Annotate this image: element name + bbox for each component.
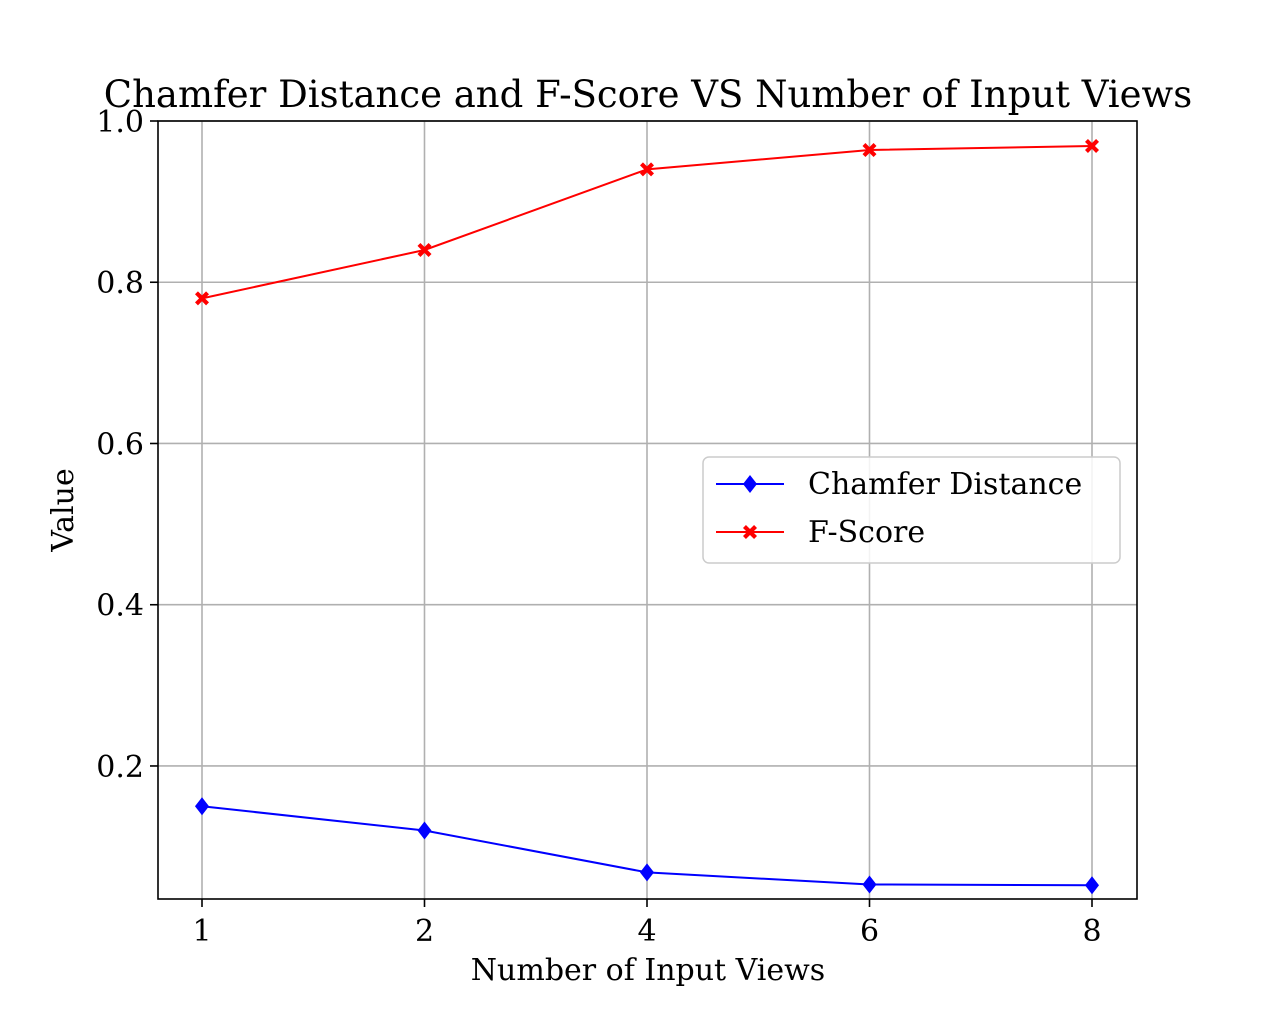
legend-label: Chamfer Distance [808,467,1082,502]
x-tick-label: 2 [415,914,434,949]
y-tick-label: 1.0 [96,105,144,140]
legend-marker-diamond [742,475,758,493]
y-tick-label: 0.2 [96,750,144,785]
legend-box [702,456,1121,564]
legend-marker-x [743,525,757,539]
series-f-score [195,138,1099,306]
legend-entry-chamfer-distance: Chamfer Distance [716,467,1082,502]
data-point [1085,138,1099,153]
x-axis-label: Number of Input Views [471,953,825,988]
axis-ticks: 1 2 4 6 8 0.2 0.4 0.6 0.8 1.0 [96,105,1101,949]
legend: Chamfer Distance F-Score [702,456,1121,564]
x-tick-label: 8 [1082,914,1101,949]
data-point [1084,876,1100,895]
y-tick-label: 0.8 [96,266,144,301]
data-point [862,143,877,158]
series-layer [194,138,1100,895]
y-tick-label: 0.6 [96,427,144,462]
data-point [640,162,654,177]
y-axis-label: Value [46,468,81,552]
chart-title: Chamfer Distance and F-Score VS Number o… [104,73,1192,116]
data-point [862,875,877,894]
x-tick-label: 1 [192,914,211,949]
data-point [194,797,210,816]
data-point [417,821,432,840]
legend-label: F-Score [808,515,925,550]
data-point [639,863,655,882]
y-tick-label: 0.4 [96,589,144,624]
x-tick-label: 6 [860,914,879,949]
data-point [417,242,432,257]
legend-entry-f-score: F-Score [716,515,925,550]
data-point [195,291,209,306]
x-tick-label: 4 [637,914,656,949]
series-chamfer-distance [194,797,1100,895]
